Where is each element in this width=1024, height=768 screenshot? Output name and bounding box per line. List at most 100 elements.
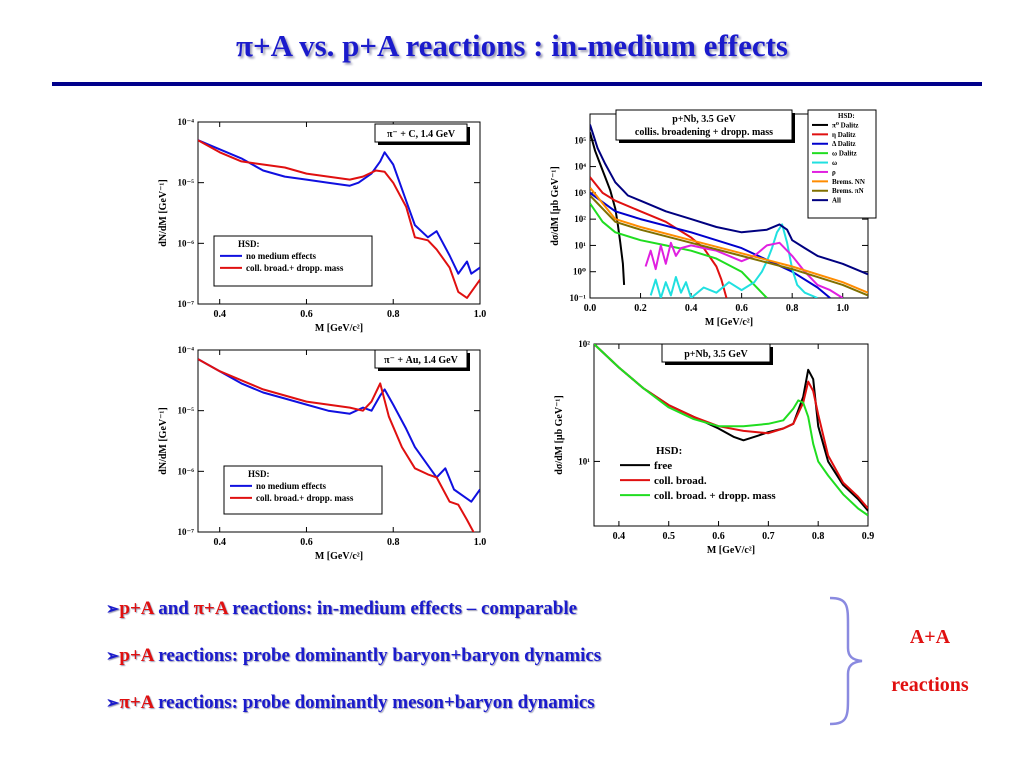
x-tick-label: 0.8 <box>786 303 799 314</box>
chart-pi-gold: 0.4 0.6 0.8 1.0 10⁻⁴ 10⁻⁵ 10⁻⁶ 10⁻⁷ M [GeV/c²] dN… <box>158 345 486 562</box>
y-tick-label: 10⁻⁵ <box>178 178 195 188</box>
title-box <box>374 349 468 369</box>
y-tick-label: 10⁵ <box>574 135 586 145</box>
y-axis-label: dN/dM [GeV⁻¹] <box>158 179 169 246</box>
series-group <box>590 124 868 298</box>
chart-title: π⁻ + C, 1.4 GeV <box>387 129 456 140</box>
chart-title: p+Nb, 3.5 GeV <box>672 114 736 125</box>
plot-frame <box>197 121 481 305</box>
y-tick-label: 10¹ <box>578 456 590 466</box>
y-tick-label: 10⁻⁶ <box>178 238 195 248</box>
series-line <box>590 186 868 294</box>
legend-title: HSD: <box>238 239 260 249</box>
legend-box <box>223 465 383 515</box>
legend-label: All <box>832 197 841 205</box>
x-axis-label: M [GeV/c²] <box>705 317 753 328</box>
x-tick-label: 0.8 <box>387 537 400 548</box>
bullet-3: ➢π+A reactions: probe dominantly meson+b… <box>106 692 595 714</box>
bullet-1: ➢p+A and π+A reactions: in-medium effect… <box>106 598 577 620</box>
bullet-2: ➢p+A reactions: probe dominantly baryon+… <box>106 645 601 667</box>
x-tick-label: 0.7 <box>762 531 775 542</box>
x-tick-label: 0.9 <box>862 531 875 542</box>
x-tick-label: 0.6 <box>712 531 725 542</box>
bullet-arrow-icon: ➢ <box>106 648 120 665</box>
y-axis-label: dσ/dM [μb GeV⁻¹] <box>550 166 561 245</box>
y-tick-label: 10⁻¹ <box>570 293 587 303</box>
legend-label: coll. broad.+ dropp. mass <box>246 263 344 273</box>
x-axis-label: M [GeV/c²] <box>315 323 363 334</box>
bullet-text: reactions: probe dominantly baryon+baryo… <box>153 645 602 666</box>
title-box <box>374 123 468 143</box>
y-tick-label: 10⁻⁶ <box>178 466 195 476</box>
series-group <box>198 358 480 532</box>
legend-label: ω Dalitz <box>832 150 857 158</box>
bullet-text: reactions: probe dominantly meson+baryon… <box>153 692 595 713</box>
legend-title: HSD: <box>656 445 682 457</box>
bullet-text: π+A <box>193 598 228 619</box>
x-tick-label: 0.4 <box>685 303 698 314</box>
y-tick-label: 10² <box>574 214 586 224</box>
slide-title: π+A vs. p+A reactions : in-medium effect… <box>236 28 788 63</box>
legend-label: Δ Dalitz <box>832 140 856 148</box>
series-line <box>649 223 818 298</box>
x-tick-label: 0.8 <box>812 531 825 542</box>
series-line <box>198 358 475 532</box>
title-divider <box>52 82 982 86</box>
y-tick-label: 10⁻⁵ <box>178 406 195 416</box>
legend-label: Brems. NN <box>832 178 865 186</box>
legend-label: coll. broad.+ dropp. mass <box>256 493 354 503</box>
legend-label: η Dalitz <box>832 131 856 139</box>
series-line <box>198 139 480 299</box>
legend-title: HSD: <box>248 469 270 479</box>
series-line <box>590 124 868 276</box>
series-line <box>590 192 831 298</box>
chart-subtitle: collis. broadening + dropp. mass <box>635 127 773 138</box>
x-tick-label: 0.6 <box>300 537 313 548</box>
series-line <box>198 139 480 275</box>
series-line <box>594 344 868 517</box>
legend-title: HSD: <box>838 112 855 120</box>
chart-pi-carbon: 0.4 0.6 0.8 1.0 10⁻⁴ 10⁻⁵ 10⁻⁶ 10⁻⁷ M [GeV/c²] dN… <box>158 117 487 334</box>
x-axis-label: M [GeV/c²] <box>707 545 755 556</box>
legend-label: ρ <box>832 168 836 176</box>
x-tick-label: 0.5 <box>662 531 675 542</box>
chart-pnb-components: 0.0 0.2 0.4 0.6 0.8 1.0 10⁻¹ 10⁰ 10¹ 10² 10³ 10⁴ 10⁵… <box>550 109 877 328</box>
plot-frame <box>197 349 481 533</box>
y-tick-label: 10⁻⁴ <box>178 117 195 127</box>
bullet-text: reactions: in-medium effects – comparabl… <box>227 598 578 619</box>
legend-label: free <box>654 460 672 472</box>
y-axis-label: dN/dM [GeV⁻¹] <box>158 407 169 474</box>
x-tick-label: 0.0 <box>584 303 597 314</box>
y-tick-label: 10² <box>578 339 590 349</box>
bullet-arrow-icon: ➢ <box>106 601 120 618</box>
y-tick-label: 10⁰ <box>573 267 586 277</box>
legend-label: no medium effects <box>256 481 326 491</box>
title-box <box>661 343 771 363</box>
legend-label: Brems. πN <box>832 187 864 195</box>
legend-label: ω <box>832 159 837 167</box>
series-line <box>594 344 868 510</box>
x-tick-label: 1.0 <box>474 309 487 320</box>
x-axis-label: M [GeV/c²] <box>315 551 363 562</box>
x-tick-label: 0.2 <box>634 303 647 314</box>
y-axis-label: dσ/dM [μb GeV⁻¹] <box>554 395 565 474</box>
bullet-text: p+A <box>119 598 154 619</box>
curly-brace <box>829 596 863 726</box>
chart-pnb-models: 0.4 0.5 0.6 0.7 0.8 0.9 10¹ 10² M [GeV/c²] dσ/dM … <box>554 339 875 556</box>
title-box <box>615 109 793 141</box>
legend-label: coll. broad. <box>654 475 707 487</box>
bullet-arrow-icon: ➢ <box>106 695 120 712</box>
series-line <box>590 194 868 297</box>
chart-title: π⁻ + Au, 1.4 GeV <box>384 355 458 366</box>
series-group <box>594 344 868 517</box>
y-tick-label: 10⁻⁴ <box>178 345 195 355</box>
y-tick-label: 10⁻⁷ <box>178 527 195 537</box>
legend-label: coll. broad. + dropp. mass <box>654 490 776 502</box>
x-tick-label: 1.0 <box>836 303 849 314</box>
y-tick-label: 10⁴ <box>574 162 586 172</box>
aa-label: A+A <box>909 626 951 648</box>
bullet-text: p+A <box>119 645 154 666</box>
x-tick-label: 0.4 <box>613 531 626 542</box>
x-tick-label: 0.8 <box>387 309 400 320</box>
chart-title: p+Nb, 3.5 GeV <box>684 349 748 360</box>
